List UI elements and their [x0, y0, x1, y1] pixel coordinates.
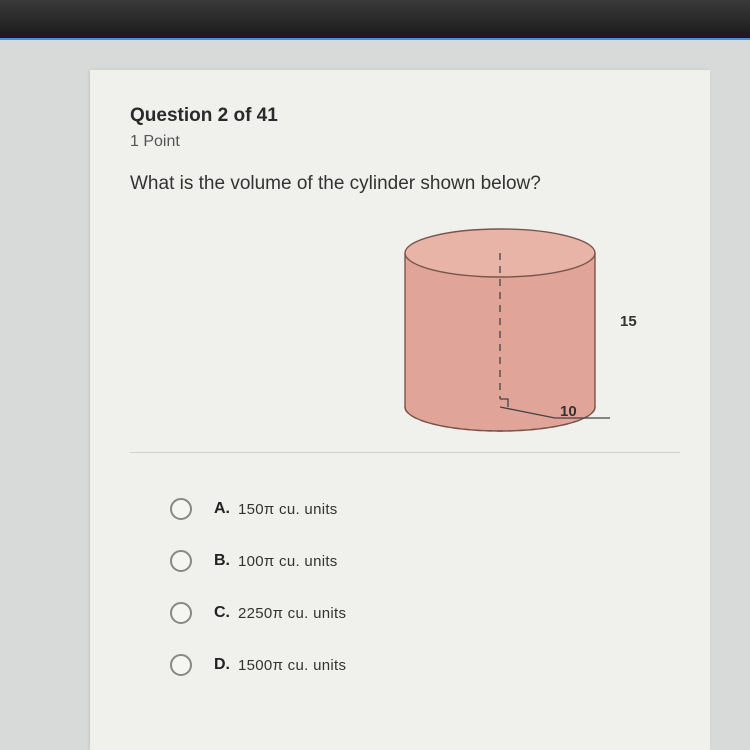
radio-icon[interactable]	[170, 550, 192, 572]
radio-icon[interactable]	[170, 498, 192, 520]
answer-text: 1500π cu. units	[238, 657, 346, 674]
question-prompt: What is the volume of the cylinder shown…	[130, 173, 680, 195]
answer-text: 150π cu. units	[238, 501, 338, 518]
radius-label: 10	[560, 403, 577, 420]
question-number: Question 2 of 41	[130, 105, 680, 127]
answer-letter: D.	[214, 656, 230, 674]
answer-text: 2250π cu. units	[238, 605, 346, 622]
question-points: 1 Point	[130, 133, 680, 151]
answer-letter: C.	[214, 604, 230, 622]
question-card: Question 2 of 41 1 Point What is the vol…	[90, 70, 710, 750]
figure-area: 15 10	[130, 223, 680, 453]
radio-icon[interactable]	[170, 654, 192, 676]
height-label: 15	[620, 313, 637, 330]
answer-option-d[interactable]: D. 1500π cu. units	[170, 654, 680, 676]
browser-chrome	[0, 0, 750, 40]
answer-list: A. 150π cu. units B. 100π cu. units C. 2…	[130, 473, 680, 676]
answer-option-b[interactable]: B. 100π cu. units	[170, 550, 680, 572]
answer-letter: A.	[214, 500, 230, 518]
answer-text: 100π cu. units	[238, 553, 338, 570]
answer-option-a[interactable]: A. 150π cu. units	[170, 498, 680, 520]
answer-letter: B.	[214, 552, 230, 570]
radio-icon[interactable]	[170, 602, 192, 624]
answer-option-c[interactable]: C. 2250π cu. units	[170, 602, 680, 624]
cylinder-diagram	[400, 223, 620, 433]
content-area: Question 2 of 41 1 Point What is the vol…	[0, 40, 750, 750]
